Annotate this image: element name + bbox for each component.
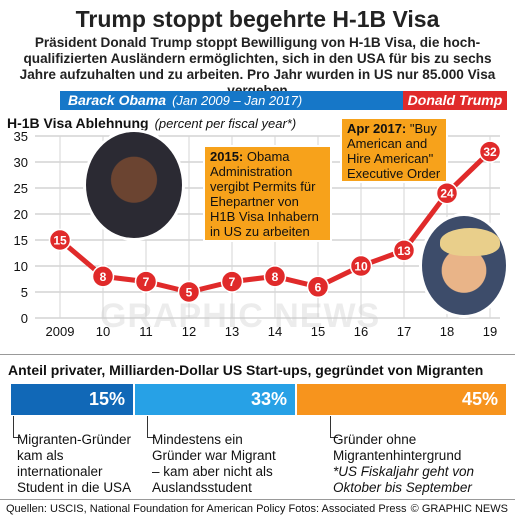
startups-title: Anteil privater, Milliarden-Dollar US St… — [8, 362, 484, 378]
page-title: Trump stoppt begehrte H-1B Visa — [75, 6, 440, 32]
obama-period: (Jan 2009 – Jan 2017) — [172, 93, 303, 108]
callout-2015-year: 2015: — [210, 149, 244, 164]
share-segment-3: 45% — [297, 384, 506, 415]
data-point — [134, 270, 158, 293]
callout-2017-year: Apr 2017: — [347, 121, 407, 136]
callout-2017: Apr 2017: "Buy American and Hire America… — [340, 117, 448, 183]
x-tick-label: 19 — [483, 324, 497, 339]
y-tick-label: 5 — [21, 285, 28, 300]
startups-note-3-text: Gründer ohne Migrantenhintergrund — [333, 432, 462, 463]
chart-title: H-1B Visa Ablehnung (percent per fiscal y… — [7, 115, 296, 131]
sources: Quellen: USCIS, National Foundation for … — [6, 503, 407, 515]
hair-shape — [440, 228, 500, 256]
data-label: 13 — [397, 244, 411, 258]
data-point — [48, 228, 72, 252]
data-point — [91, 265, 115, 288]
startups-note-3: Gründer ohne Migrantenhintergrund *US Fis… — [333, 432, 508, 496]
y-tick-label: 30 — [14, 155, 28, 170]
data-label: 15 — [53, 234, 67, 248]
startups-note-2: Mindestens ein Gründer war Migrant – kam… — [152, 432, 276, 495]
share-segment-1: 15% — [11, 384, 135, 415]
y-tick-label: 20 — [14, 207, 28, 222]
trump-photo — [419, 213, 509, 318]
trump-era-bar: Donald Trump — [403, 91, 507, 110]
y-tick-label: 0 — [21, 311, 28, 326]
obama-name: Barack Obama — [68, 92, 167, 108]
data-point — [177, 280, 201, 304]
y-tick-label: 15 — [14, 233, 28, 248]
leader-line-2 — [147, 416, 155, 438]
credit: © GRAPHIC NEWS — [410, 503, 508, 515]
data-point — [306, 275, 330, 299]
data-point — [349, 254, 373, 278]
x-tick-label: 16 — [354, 324, 368, 339]
y-tick-label: 10 — [14, 259, 28, 274]
leader-line-1 — [13, 416, 21, 438]
data-label: 32 — [483, 145, 497, 159]
data-point — [478, 140, 502, 163]
data-label: 8 — [100, 270, 107, 284]
watermark: GRAPHIC NEWS — [100, 297, 381, 335]
data-label: 24 — [440, 187, 454, 201]
callout-2015: 2015: Obama Administration vergibt Permi… — [203, 145, 332, 242]
startups-note-1: Migranten-Gründer kam als internationale… — [17, 432, 132, 495]
data-label: 6 — [315, 280, 322, 294]
data-label: 5 — [186, 286, 193, 300]
x-tick-label: 11 — [139, 324, 153, 339]
x-tick-label: 14 — [268, 324, 282, 339]
page-subtitle: Präsident Donald Trump stoppt Bewilligun… — [19, 35, 496, 98]
data-label: 10 — [354, 260, 368, 274]
x-tick-label: 12 — [182, 324, 196, 339]
data-label: 7 — [229, 275, 236, 289]
x-tick-label: 13 — [225, 324, 239, 339]
fiscal-footnote: *US Fiskaljahr geht von Oktober bis Sept… — [333, 464, 475, 495]
callout-2015-text: Obama Administration vergibt Permits für… — [210, 149, 319, 239]
y-tick-label: 25 — [14, 181, 28, 196]
share-segment-2: 33% — [135, 384, 297, 415]
obama-era-bar: Barack Obama (Jan 2009 – Jan 2017) — [60, 91, 403, 110]
x-tick-label: 2009 — [46, 324, 75, 339]
startups-share-bar: 15% 33% 45% — [11, 384, 506, 415]
x-tick-label: 10 — [96, 324, 110, 339]
data-label: 8 — [272, 270, 279, 284]
data-label: 7 — [143, 275, 150, 289]
obama-photo — [83, 129, 185, 241]
y-tick-label: 35 — [14, 129, 28, 144]
chart-subtitle: (percent per fiscal year*) — [154, 116, 297, 131]
data-point — [392, 239, 416, 262]
callout-2017-text: "Buy American and Hire American" Executi… — [347, 121, 441, 181]
footer-divider — [0, 499, 515, 500]
chart-title-text: H-1B Visa Ablehnung — [7, 115, 149, 131]
data-point — [263, 265, 287, 288]
divider — [0, 354, 515, 355]
x-tick-label: 18 — [440, 324, 454, 339]
data-point — [220, 270, 244, 293]
x-tick-label: 17 — [397, 324, 411, 339]
x-tick-label: 15 — [311, 324, 325, 339]
leader-line-3 — [330, 416, 338, 438]
